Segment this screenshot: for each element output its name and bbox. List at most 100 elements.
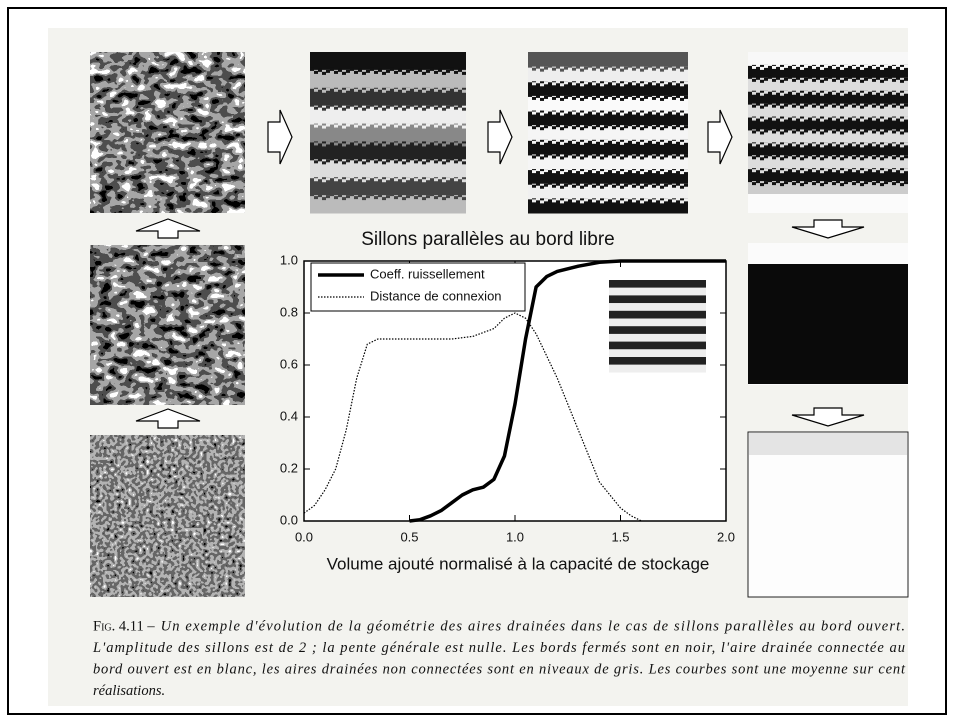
band-edge (804, 155, 808, 159)
band-edge (848, 62, 852, 66)
band-edge (816, 167, 820, 171)
band-edge (812, 78, 816, 82)
band-edge (568, 79, 572, 83)
inset-band (609, 280, 706, 288)
band-edge (572, 67, 576, 71)
band-edge (772, 65, 776, 69)
band-edge (840, 144, 844, 148)
band-edge (768, 153, 772, 157)
band-edge (636, 138, 640, 142)
band-edge (588, 79, 592, 83)
band-edge (548, 181, 552, 185)
band-edge (904, 103, 908, 107)
band (310, 87, 466, 107)
band-edge (426, 177, 430, 181)
band-edge (812, 65, 816, 69)
inset-band (609, 310, 706, 319)
band-edge (824, 181, 828, 185)
band-edge (580, 156, 584, 160)
band-edge (776, 115, 780, 119)
band-edge (832, 169, 836, 173)
band-edge (430, 139, 434, 143)
band-edge (330, 103, 334, 107)
band-edge (458, 158, 462, 162)
band-edge (860, 131, 864, 135)
band-edge (390, 103, 394, 107)
band-edge (418, 122, 422, 126)
band-edge (868, 114, 872, 118)
band-edge (378, 194, 382, 198)
band-edge (450, 103, 454, 107)
band-edge (644, 110, 648, 114)
band-edge (584, 198, 588, 202)
band-edge (386, 141, 390, 145)
caption: Fig. 4.11 – Un exemple d'évolution de la … (92, 618, 906, 699)
band-edge (552, 184, 556, 188)
band-edge (398, 140, 402, 144)
band-edge (776, 102, 780, 106)
band-edge (414, 124, 418, 128)
band-edge (816, 154, 820, 158)
band-edge (620, 112, 624, 116)
band-edge (310, 85, 314, 89)
band-edge (568, 167, 572, 171)
band-edge (366, 195, 370, 199)
band-edge (652, 199, 656, 203)
band-edge (588, 167, 592, 171)
band-edge (828, 140, 832, 144)
band-edge (684, 110, 688, 114)
band-edge (386, 87, 390, 91)
band-edge (888, 62, 892, 66)
band-edge (624, 66, 628, 70)
band-edge (864, 77, 868, 81)
band-edge (572, 140, 576, 144)
band-edge (836, 102, 840, 106)
band-edge (314, 178, 318, 182)
band-edge (568, 64, 572, 68)
band-edge (668, 123, 672, 127)
band-edge (616, 94, 620, 98)
band-edge (756, 76, 760, 80)
band-edge (580, 171, 584, 175)
band-edge (434, 70, 438, 74)
band-edge (390, 157, 394, 161)
band-edge (872, 130, 876, 134)
band-edge (402, 161, 406, 165)
band-edge (680, 156, 684, 160)
band-edge (824, 155, 828, 159)
band-edge (608, 93, 612, 97)
band-edge (350, 193, 354, 197)
band-edge (458, 86, 462, 90)
band-edge (852, 156, 856, 160)
band-edge (684, 95, 688, 99)
band-edge (652, 126, 656, 130)
band-edge (796, 128, 800, 132)
band-edge (836, 167, 840, 171)
band-edge (430, 67, 434, 71)
band-edge (868, 127, 872, 131)
band-edge (672, 111, 676, 115)
band-edge (904, 181, 908, 185)
band-edge (880, 131, 884, 135)
band-edge (772, 130, 776, 134)
band-edge (828, 179, 832, 183)
band-edge (824, 168, 828, 172)
band-edge (680, 185, 684, 189)
band-edge (632, 96, 636, 100)
band-edge (438, 176, 442, 180)
band-edge (816, 115, 820, 119)
band-edge (804, 142, 808, 146)
band-edge (532, 67, 536, 71)
band-edge (760, 66, 764, 70)
band-edge (438, 158, 442, 162)
band-edge (816, 76, 820, 80)
band-edge (414, 142, 418, 146)
band-edge (764, 90, 768, 94)
band-edge (382, 143, 386, 147)
band-edge (652, 82, 656, 86)
panel-row3-left (90, 435, 245, 597)
band-edge (648, 152, 652, 156)
band-edge (820, 131, 824, 135)
band-edge (454, 70, 458, 74)
